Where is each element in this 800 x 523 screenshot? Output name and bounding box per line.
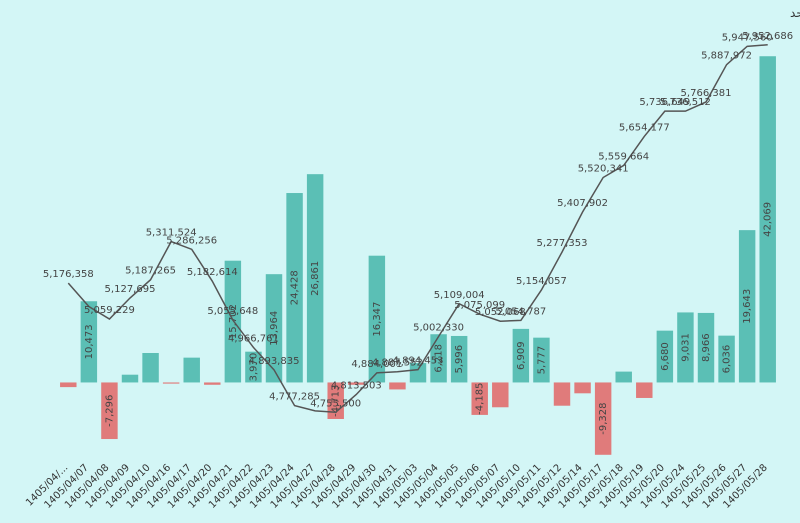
bar bbox=[101, 382, 118, 440]
line-value-label: 5,947,560 bbox=[722, 32, 773, 43]
bar bbox=[471, 382, 488, 415]
bar bbox=[533, 337, 550, 383]
line-value-label: 5,286,256 bbox=[166, 235, 217, 246]
bar bbox=[656, 330, 674, 383]
bar bbox=[492, 382, 509, 408]
bar bbox=[348, 382, 365, 385]
line-value-label: 4,966,761 bbox=[228, 333, 279, 344]
bar-value-label: 8,966 bbox=[701, 333, 712, 362]
line-value-label: 4,813,503 bbox=[331, 380, 382, 391]
index-line bbox=[67, 44, 768, 414]
line-value-label: 5,109,004 bbox=[434, 290, 485, 301]
bar-value-label: 6,036 bbox=[722, 345, 733, 374]
bar bbox=[265, 274, 283, 383]
bar bbox=[553, 382, 571, 406]
bar-value-label: -9,328 bbox=[598, 402, 609, 434]
line-value-label: 5,059,229 bbox=[84, 305, 135, 316]
bar bbox=[80, 301, 98, 383]
line-value-label: 5,075,099 bbox=[454, 300, 505, 311]
bar-value-label: 3,970 bbox=[248, 353, 259, 382]
bar-value-label: 5,996 bbox=[454, 345, 465, 374]
line-value-label: 5,952,686 bbox=[742, 31, 793, 42]
bar-value-label: 24,428 bbox=[290, 270, 301, 305]
line-value-label: 5,311,524 bbox=[146, 228, 197, 239]
line-value-label: 5,654,177 bbox=[619, 122, 670, 133]
bar bbox=[245, 351, 262, 383]
line-value-label: 4,777,285 bbox=[269, 392, 320, 403]
line-value-label: 5,520,341 bbox=[578, 164, 629, 175]
line-value-label: 5,154,057 bbox=[516, 276, 567, 287]
bar bbox=[636, 382, 653, 398]
line-value-label: 4,894,453 bbox=[393, 356, 444, 367]
line-value-label: 4,887,552 bbox=[372, 358, 423, 369]
bar bbox=[327, 382, 344, 420]
bar-value-label: 9,031 bbox=[680, 333, 691, 362]
bar bbox=[286, 193, 303, 383]
line-value-label: 5,002,330 bbox=[413, 323, 464, 334]
line-value-label: 4,884,001 bbox=[351, 359, 402, 370]
bar bbox=[142, 352, 159, 383]
bar bbox=[224, 260, 242, 383]
line-value-label: 5,736,649 bbox=[639, 97, 690, 108]
bar-value-label: 5,777 bbox=[536, 346, 547, 375]
line-value-label: 5,736,512 bbox=[660, 97, 711, 108]
bar bbox=[594, 382, 612, 455]
bar-value-label: -4,185 bbox=[475, 383, 486, 415]
line-value-label: 5,277,353 bbox=[537, 238, 588, 249]
bar bbox=[718, 335, 735, 383]
line-value-label: 5,127,695 bbox=[105, 284, 156, 295]
bar bbox=[389, 382, 406, 390]
bar bbox=[183, 357, 200, 383]
line-value-label: 5,176,358 bbox=[43, 269, 94, 280]
bar-value-label: 6,218 bbox=[434, 344, 445, 373]
bar-value-label: 26,861 bbox=[310, 261, 321, 296]
bar bbox=[409, 363, 427, 383]
bar-value-label: 16,347 bbox=[372, 302, 383, 337]
bar bbox=[204, 382, 221, 385]
bar-value-label: -7,296 bbox=[104, 395, 115, 427]
bar-value-label: 19,643 bbox=[742, 289, 753, 324]
bar-value-label: 13,964 bbox=[269, 311, 280, 346]
line-value-label: 4,893,835 bbox=[249, 356, 300, 367]
bar bbox=[450, 335, 468, 383]
line-value-label: 5,766,381 bbox=[681, 88, 732, 99]
bar bbox=[162, 382, 180, 384]
line-value-label: 5,052,068 bbox=[475, 307, 526, 318]
bar-value-label: 10,473 bbox=[84, 324, 95, 359]
bar bbox=[615, 371, 632, 383]
bar bbox=[121, 374, 139, 383]
line-value-label: 5,187,265 bbox=[125, 266, 176, 277]
bar-value-label: 6,680 bbox=[660, 342, 671, 371]
bar bbox=[512, 328, 530, 383]
bar bbox=[60, 382, 77, 388]
chart-title: نمودار خالص ورود پول حقیقی(سبز/قرمز) - ش… bbox=[790, 6, 800, 21]
bar-value-label: 6,909 bbox=[516, 341, 527, 370]
bar bbox=[677, 312, 694, 383]
line-value-label: 5,054,787 bbox=[495, 306, 546, 317]
line-value-label: 5,055,648 bbox=[207, 306, 258, 317]
bar bbox=[306, 174, 324, 383]
bar bbox=[430, 334, 447, 383]
line-value-label: 4,755,500 bbox=[310, 398, 361, 409]
bar bbox=[574, 382, 591, 394]
line-value-label: 5,559,664 bbox=[598, 151, 649, 162]
bar bbox=[697, 312, 715, 383]
bar bbox=[759, 56, 776, 383]
line-value-label: 5,887,972 bbox=[701, 51, 752, 62]
bar bbox=[368, 255, 386, 383]
bar bbox=[738, 230, 756, 383]
line-value-label: 5,407,902 bbox=[557, 198, 608, 209]
bar-value-label: -4,713 bbox=[331, 385, 342, 417]
bar-value-label: 42,069 bbox=[763, 202, 774, 237]
line-value-label: 5,182,614 bbox=[187, 267, 238, 278]
